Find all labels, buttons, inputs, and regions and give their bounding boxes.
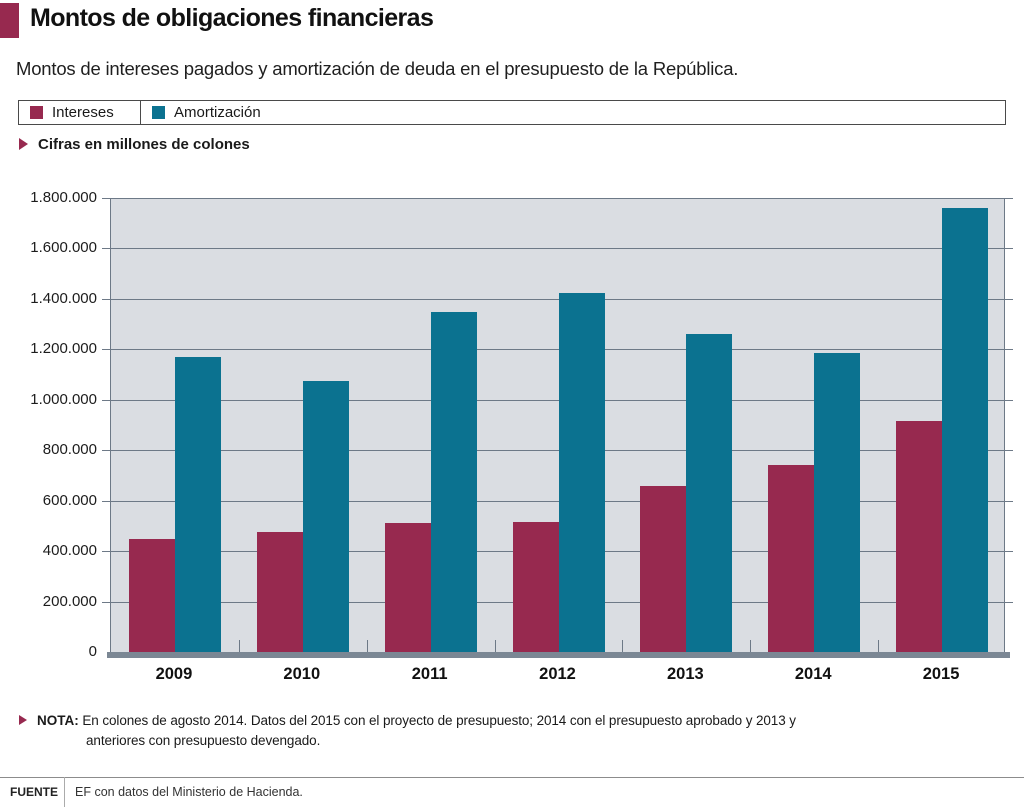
legend-item-intereses: Intereses: [19, 101, 141, 124]
x-axis-tick: [878, 640, 880, 652]
x-axis-tick: [622, 640, 624, 652]
legend-label-intereses: Intereses: [52, 104, 114, 121]
x-axis-baseline: [107, 652, 1010, 658]
bar-intereses-2010: [256, 532, 303, 652]
x-axis-tick: [238, 640, 240, 652]
gridline: [102, 450, 1013, 452]
bar-intereses-2012: [512, 522, 559, 652]
source-label: FUENTE: [10, 785, 58, 799]
y-tick-label: 0: [88, 643, 97, 660]
page-title: Montos de obligaciones financieras: [30, 4, 434, 32]
bar-amortizacion-2010: [302, 380, 349, 652]
title-accent-block: [0, 3, 19, 38]
legend: Intereses Amortización: [18, 100, 1006, 125]
y-tick-label: 800.000: [42, 441, 97, 459]
note-label: NOTA:: [37, 713, 79, 728]
x-tick-label-2015: 2015: [922, 665, 960, 683]
x-tick-label-2012: 2012: [539, 665, 576, 683]
bar-intereses-2014: [768, 465, 815, 652]
x-tick-label-2009: 2009: [155, 665, 193, 683]
intereses-swatch: [30, 106, 43, 119]
bar-amortizacion-2013: [686, 334, 733, 652]
note-body: En colones de agosto 2014. Datos del 201…: [82, 713, 796, 749]
y-tick-label: 400.000: [42, 542, 97, 560]
y-tick-label: 1.200.000: [30, 340, 97, 358]
x-tick-label-2010: 2010: [283, 665, 321, 683]
subtitle: Montos de intereses pagados y amortizaci…: [16, 58, 739, 79]
source-text: EF con datos del Ministerio de Hacienda.: [75, 785, 303, 799]
y-tick-label: 1.000.000: [30, 390, 97, 408]
gridline: [102, 248, 1013, 250]
y-axis-labels: 1.800.000 1.600.000 1.400.000 1.200.000 1.00…: [0, 189, 97, 660]
bar-amortizacion-2009: [174, 356, 221, 652]
y-tick-label: 1.400.000: [30, 289, 97, 307]
bar-intereses-2009: [128, 538, 175, 652]
x-axis-tick: [366, 640, 368, 652]
bar-amortizacion-2015: [942, 208, 989, 652]
source-vertical-divider: [64, 777, 65, 807]
legend-label-amortizacion: Amortización: [174, 104, 261, 121]
amortizacion-swatch: [152, 106, 165, 119]
gridline: [102, 399, 1013, 401]
bar-amortizacion-2014: [814, 353, 861, 652]
y-tick-label: 1.600.000: [30, 239, 97, 257]
bar-amortizacion-2012: [558, 292, 605, 652]
x-tick-label-2013: 2013: [666, 665, 704, 683]
y-tick-label: 1.800.000: [30, 189, 97, 206]
bar-amortizacion-2011: [430, 311, 477, 652]
y-tick-label: 200.000: [42, 592, 97, 610]
x-tick-label-2014: 2014: [794, 665, 832, 683]
units-note: Cifras en millones de colones: [38, 136, 250, 153]
gridline: [102, 349, 1013, 351]
gridline: [102, 500, 1013, 502]
source-divider-rule: [0, 777, 1024, 778]
legend-item-amortizacion: Amortización: [141, 101, 261, 124]
bar-intereses-2015: [896, 421, 943, 652]
triangle-bullet-icon: [19, 138, 28, 150]
x-axis-tick: [494, 640, 496, 652]
plot-area: [102, 198, 1013, 658]
note: NOTA: En colones de agosto 2014. Datos d…: [37, 711, 849, 752]
bar-intereses-2013: [640, 485, 687, 652]
gridline: [102, 198, 1013, 199]
x-axis-labels: 2009 2010 2011 2012 2013 2014 2015: [110, 665, 1005, 687]
x-axis-tick: [750, 640, 752, 652]
bar-intereses-2011: [384, 523, 431, 652]
triangle-bullet-icon: [19, 715, 27, 725]
y-tick-label: 600.000: [42, 491, 97, 509]
gridline: [102, 298, 1013, 300]
x-tick-label-2011: 2011: [411, 665, 448, 683]
